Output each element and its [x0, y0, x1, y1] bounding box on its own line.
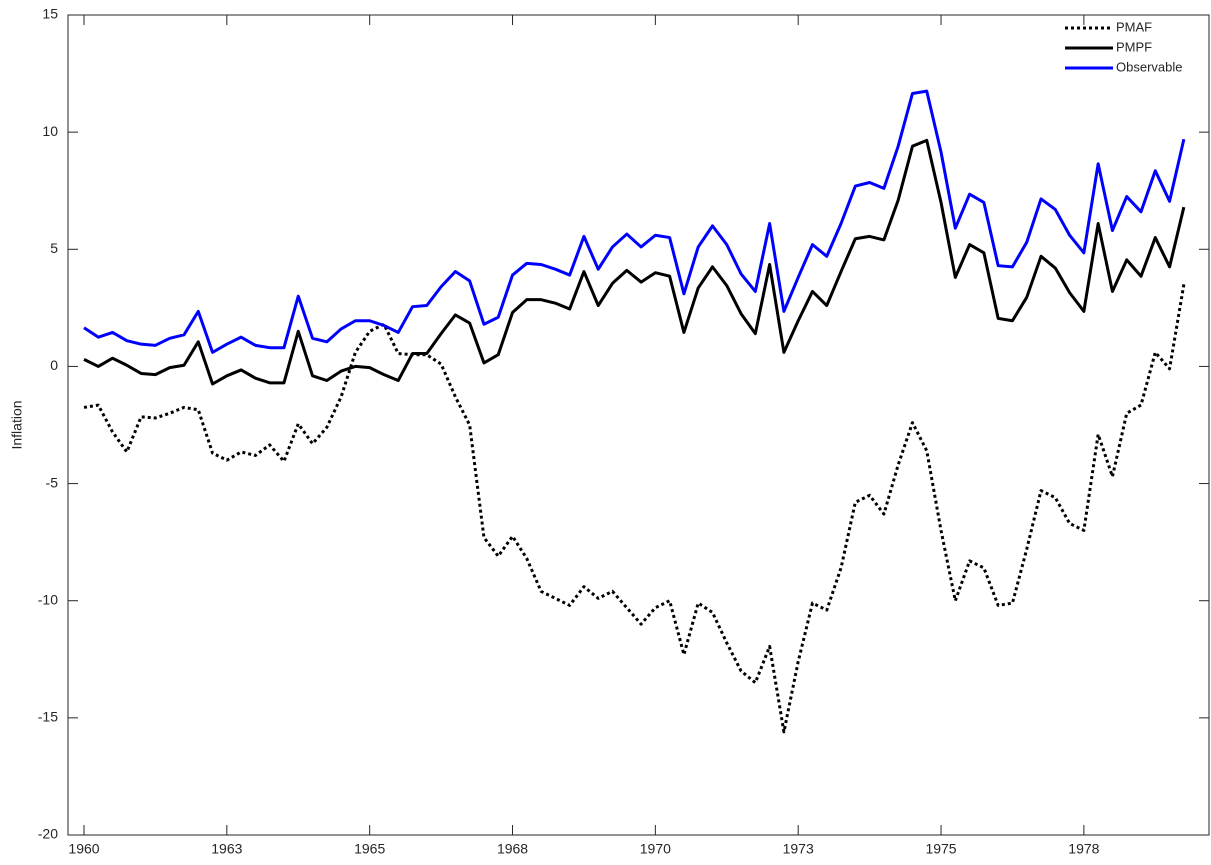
y-tick-label: 0 [50, 357, 58, 373]
series-line [83, 138, 1186, 386]
plot-frame [67, 14, 1210, 836]
y-axis-label: Inflation [9, 400, 25, 449]
y-tick-label: -20 [38, 826, 58, 842]
x-tick-label: 1960 [68, 841, 99, 857]
y-tick-label: -5 [46, 474, 59, 490]
x-tick-label: 1968 [497, 841, 528, 857]
y-tick-label: 10 [42, 123, 58, 139]
y-tick-label: -10 [38, 591, 58, 607]
y-tick-label: 5 [50, 240, 58, 256]
x-tick-label: 1965 [354, 841, 385, 857]
legend-label: PMAF [1116, 19, 1152, 34]
series-line [83, 89, 1186, 354]
series-line [83, 284, 1186, 734]
x-tick-label: 1970 [640, 841, 671, 857]
legend-label: Observable [1116, 59, 1182, 74]
legend-label: PMPF [1116, 39, 1152, 54]
y-tick-label: 15 [42, 6, 58, 22]
x-tick-label: 1978 [1068, 841, 1099, 857]
x-tick-label: 1975 [925, 841, 956, 857]
x-tick-label: 1963 [211, 841, 242, 857]
y-tick-label: -15 [38, 709, 58, 725]
x-tick-label: 1973 [783, 841, 814, 857]
